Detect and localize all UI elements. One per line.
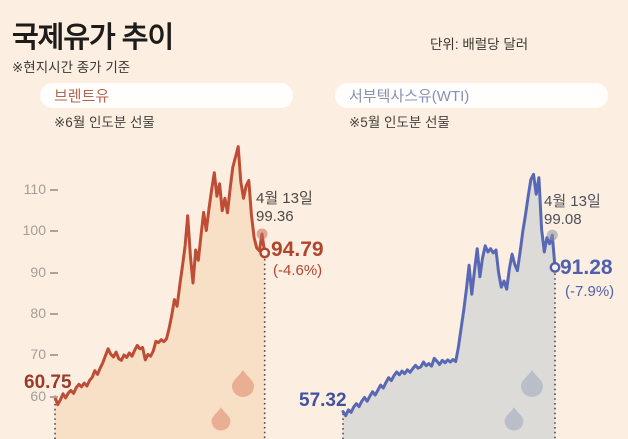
wti-oil-drop-icon	[504, 407, 524, 431]
brent-oil-drop-icon	[232, 370, 254, 397]
brent-latest-change: (-4.6%)	[273, 262, 323, 279]
wti-latest-value: 91.28	[560, 256, 613, 279]
brent-annotation-date: 4월 13일	[256, 190, 313, 207]
brent-series-label: 브렌트유	[54, 88, 110, 105]
brent-apr13-marker-dot	[256, 228, 268, 240]
y-tick-dash	[50, 354, 58, 357]
unit-label: 단위: 배럴당 달러	[430, 37, 529, 52]
page-title: 국제유가 추이	[12, 22, 174, 54]
brent-series-label-bar: 브렌트유	[40, 83, 293, 108]
wti-latest-marker-circle	[549, 262, 561, 273]
y-tick-label: 100	[22, 222, 46, 239]
brent-price-line	[53, 145, 267, 407]
brent-contract-note: ※6월 인도분 선물	[54, 115, 155, 130]
wti-apr13-annotation: 4월 13일 99.08	[544, 193, 601, 229]
brent-latest-marker-circle	[259, 247, 271, 259]
y-tick-label: 80	[30, 305, 46, 322]
y-tick-label: 60	[30, 387, 46, 404]
wti-start-value: 57.32	[299, 390, 347, 411]
brent-latest-value: 94.79	[271, 238, 324, 261]
y-tick-label: 110	[23, 181, 46, 198]
y-tick-dash	[50, 189, 58, 192]
wti-latest-change: (-7.9%)	[565, 283, 615, 300]
wti-series-label: 서부텍사스유(WTI)	[349, 88, 470, 105]
brent-oil-drop-icon	[211, 407, 231, 431]
wti-apr13-marker-dot	[546, 229, 558, 241]
wti-annotation-value: 99.08	[544, 211, 582, 228]
wti-annotation-date: 4월 13일	[544, 193, 601, 210]
y-tick-dash	[50, 230, 58, 233]
y-tick-label: 90	[30, 263, 46, 280]
wti-series-label-bar: 서부텍사스유(WTI)	[335, 83, 608, 108]
wti-area-fill	[343, 174, 555, 439]
y-tick-dash	[50, 313, 58, 316]
brent-apr13-annotation: 4월 13일 99.36	[256, 190, 313, 226]
y-tick-dash	[50, 395, 58, 398]
y-tick-dash	[50, 271, 58, 274]
wti-price-line	[341, 172, 557, 418]
y-tick-label: 70	[30, 346, 46, 363]
wti-oil-drop-icon	[521, 370, 543, 397]
wti-contract-note: ※5월 인도분 선물	[349, 115, 450, 130]
closing-price-note: ※현지시간 종가 기준	[12, 60, 131, 75]
brent-annotation-value: 99.36	[256, 208, 294, 225]
brent-area-fill	[55, 146, 265, 439]
brent-start-value: 60.75	[24, 372, 72, 393]
